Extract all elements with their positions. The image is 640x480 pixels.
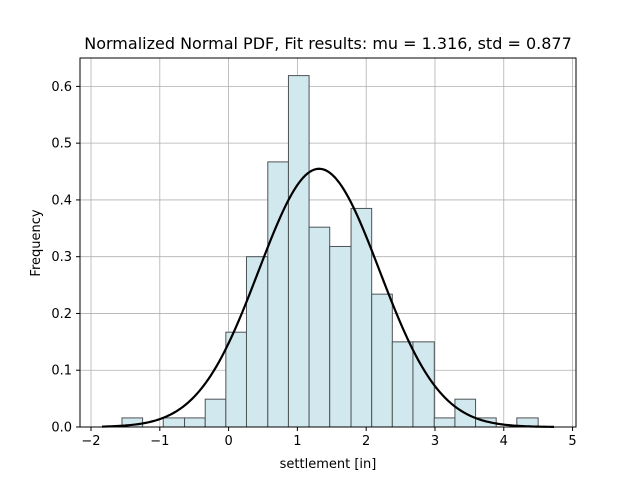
y-tick-label: 0.1 — [51, 364, 72, 379]
y-tick-label: 0.6 — [51, 80, 72, 95]
normal-fit-curve — [101, 167, 554, 428]
y-tick-label: 0.5 — [51, 137, 72, 152]
x-axis-label: settlement [in] — [280, 457, 377, 472]
histogram-bars — [121, 75, 539, 428]
histogram-bar — [433, 417, 456, 428]
chart-title: Normalized Normal PDF, Fit results: mu =… — [84, 34, 572, 53]
y-tick-label: 0.4 — [51, 193, 72, 208]
histogram-bar — [184, 417, 206, 428]
x-tick-label: −2 — [81, 434, 100, 449]
x-axis-ticks: −2 −1 0 1 2 3 4 5 — [81, 427, 577, 449]
histogram-bar — [225, 331, 247, 428]
histogram-bar — [245, 256, 269, 428]
x-tick-label: 5 — [568, 434, 576, 449]
x-tick-label: −1 — [150, 434, 169, 449]
histogram-bar — [329, 245, 352, 428]
y-tick-label: 0.0 — [51, 421, 72, 436]
histogram-bar — [287, 75, 310, 428]
x-tick-label: 2 — [362, 434, 370, 449]
y-axis-ticks: 0.0 0.1 0.2 0.3 0.4 0.5 0.6 — [51, 80, 80, 436]
y-tick-label: 0.2 — [51, 307, 72, 322]
y-tick-label: 0.3 — [51, 250, 72, 265]
y-axis-label: Frequency — [29, 209, 44, 276]
histogram-bar — [371, 293, 393, 428]
x-tick-label: 0 — [224, 434, 232, 449]
histogram-bar — [267, 161, 289, 428]
histogram-bar — [391, 341, 414, 428]
x-tick-label: 3 — [431, 434, 439, 449]
plot-area-frame — [79, 57, 577, 428]
x-tick-label: 1 — [293, 434, 301, 449]
histogram-bar — [308, 226, 331, 428]
x-tick-label: 4 — [500, 434, 508, 449]
histogram-bar — [162, 417, 186, 428]
histogram-bar — [204, 398, 227, 428]
